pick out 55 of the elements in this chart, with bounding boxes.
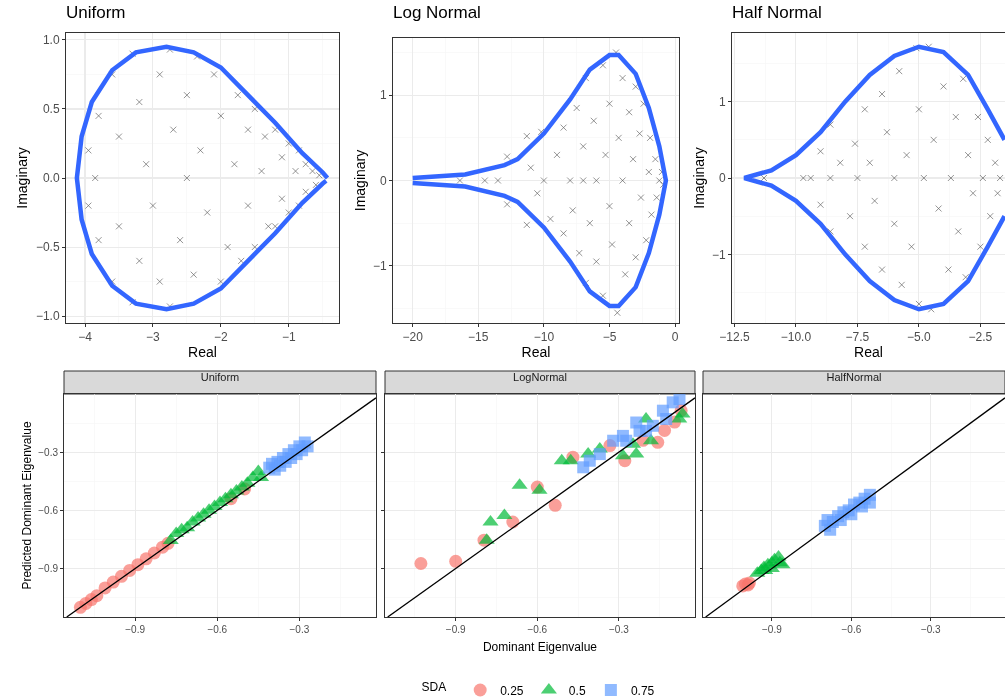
y-tick-label: −1.0: [35, 309, 60, 324]
x-tick-label: −12.5: [719, 330, 750, 345]
x-tick-label: −20: [402, 330, 424, 345]
y-tick-label: −0.5: [35, 240, 60, 255]
x-axis-title: Dominant Eigenvalue: [482, 639, 598, 654]
y-axis-title: Imaginary: [351, 149, 368, 212]
y-tick-label: −1: [711, 247, 726, 262]
chart-title: HalfNormal: [826, 370, 882, 383]
x-tick-label: −0.3: [920, 624, 942, 635]
x-tick-label: −5.0: [907, 330, 932, 345]
x-tick-label: −4: [78, 330, 93, 345]
x-tick-label: −10: [533, 330, 555, 345]
chart-title: LogNormal: [513, 370, 567, 383]
y-tick-label: 1: [379, 88, 387, 103]
x-axis-title: Real: [188, 344, 217, 360]
legend-label: 0.25: [500, 683, 524, 698]
x-tick-label: −2: [214, 330, 228, 345]
y-tick-label: 1: [718, 94, 726, 109]
legend-label: 0.75: [630, 683, 655, 698]
y-tick-label: 0.5: [42, 102, 60, 117]
y-tick-label: −0.9: [38, 563, 59, 575]
x-tick-label: −0.6: [527, 624, 548, 635]
x-tick-label: −2.5: [968, 330, 993, 345]
x-tick-label: −1: [281, 330, 296, 345]
y-axis-title: Imaginary: [14, 147, 31, 209]
y-tick-label: 1.0: [42, 33, 60, 48]
chart-title: Log Normal: [393, 2, 481, 22]
x-tick-label: −0.3: [608, 624, 630, 635]
x-tick-label: −10.0: [780, 330, 812, 345]
x-tick-label: −0.3: [289, 624, 310, 635]
x-tick-label: −5: [602, 330, 617, 345]
legend-title: SDA: [421, 680, 453, 695]
x-tick-label: −15: [468, 330, 489, 345]
y-tick-label: 0.0: [42, 171, 60, 186]
y-tick-label: −1: [372, 259, 387, 274]
y-axis-title: Predicted Dominant Eigenvalue: [19, 421, 34, 590]
y-tick-label: 0: [718, 171, 726, 186]
x-axis-title: Real: [854, 344, 883, 360]
x-axis-title: Real: [521, 344, 551, 360]
y-axis-title: Imaginary: [690, 147, 707, 209]
legend-label: 0.5: [568, 683, 586, 698]
x-tick-label: −0.6: [841, 624, 862, 635]
chart-title: Uniform: [200, 370, 240, 383]
chart-title: Uniform: [66, 2, 126, 22]
y-tick-label: 0: [379, 173, 387, 188]
x-tick-label: 0: [671, 330, 679, 345]
x-tick-label: −0.9: [445, 624, 466, 635]
x-tick-label: −0.9: [762, 624, 783, 635]
x-tick-label: −3: [146, 330, 161, 345]
y-tick-label: −0.3: [38, 446, 59, 458]
x-tick-label: −0.9: [125, 624, 146, 635]
y-tick-label: −0.6: [38, 504, 59, 516]
x-tick-label: −0.6: [207, 624, 228, 635]
chart-title: Half Normal: [732, 2, 822, 22]
x-tick-label: −7.5: [845, 330, 870, 345]
